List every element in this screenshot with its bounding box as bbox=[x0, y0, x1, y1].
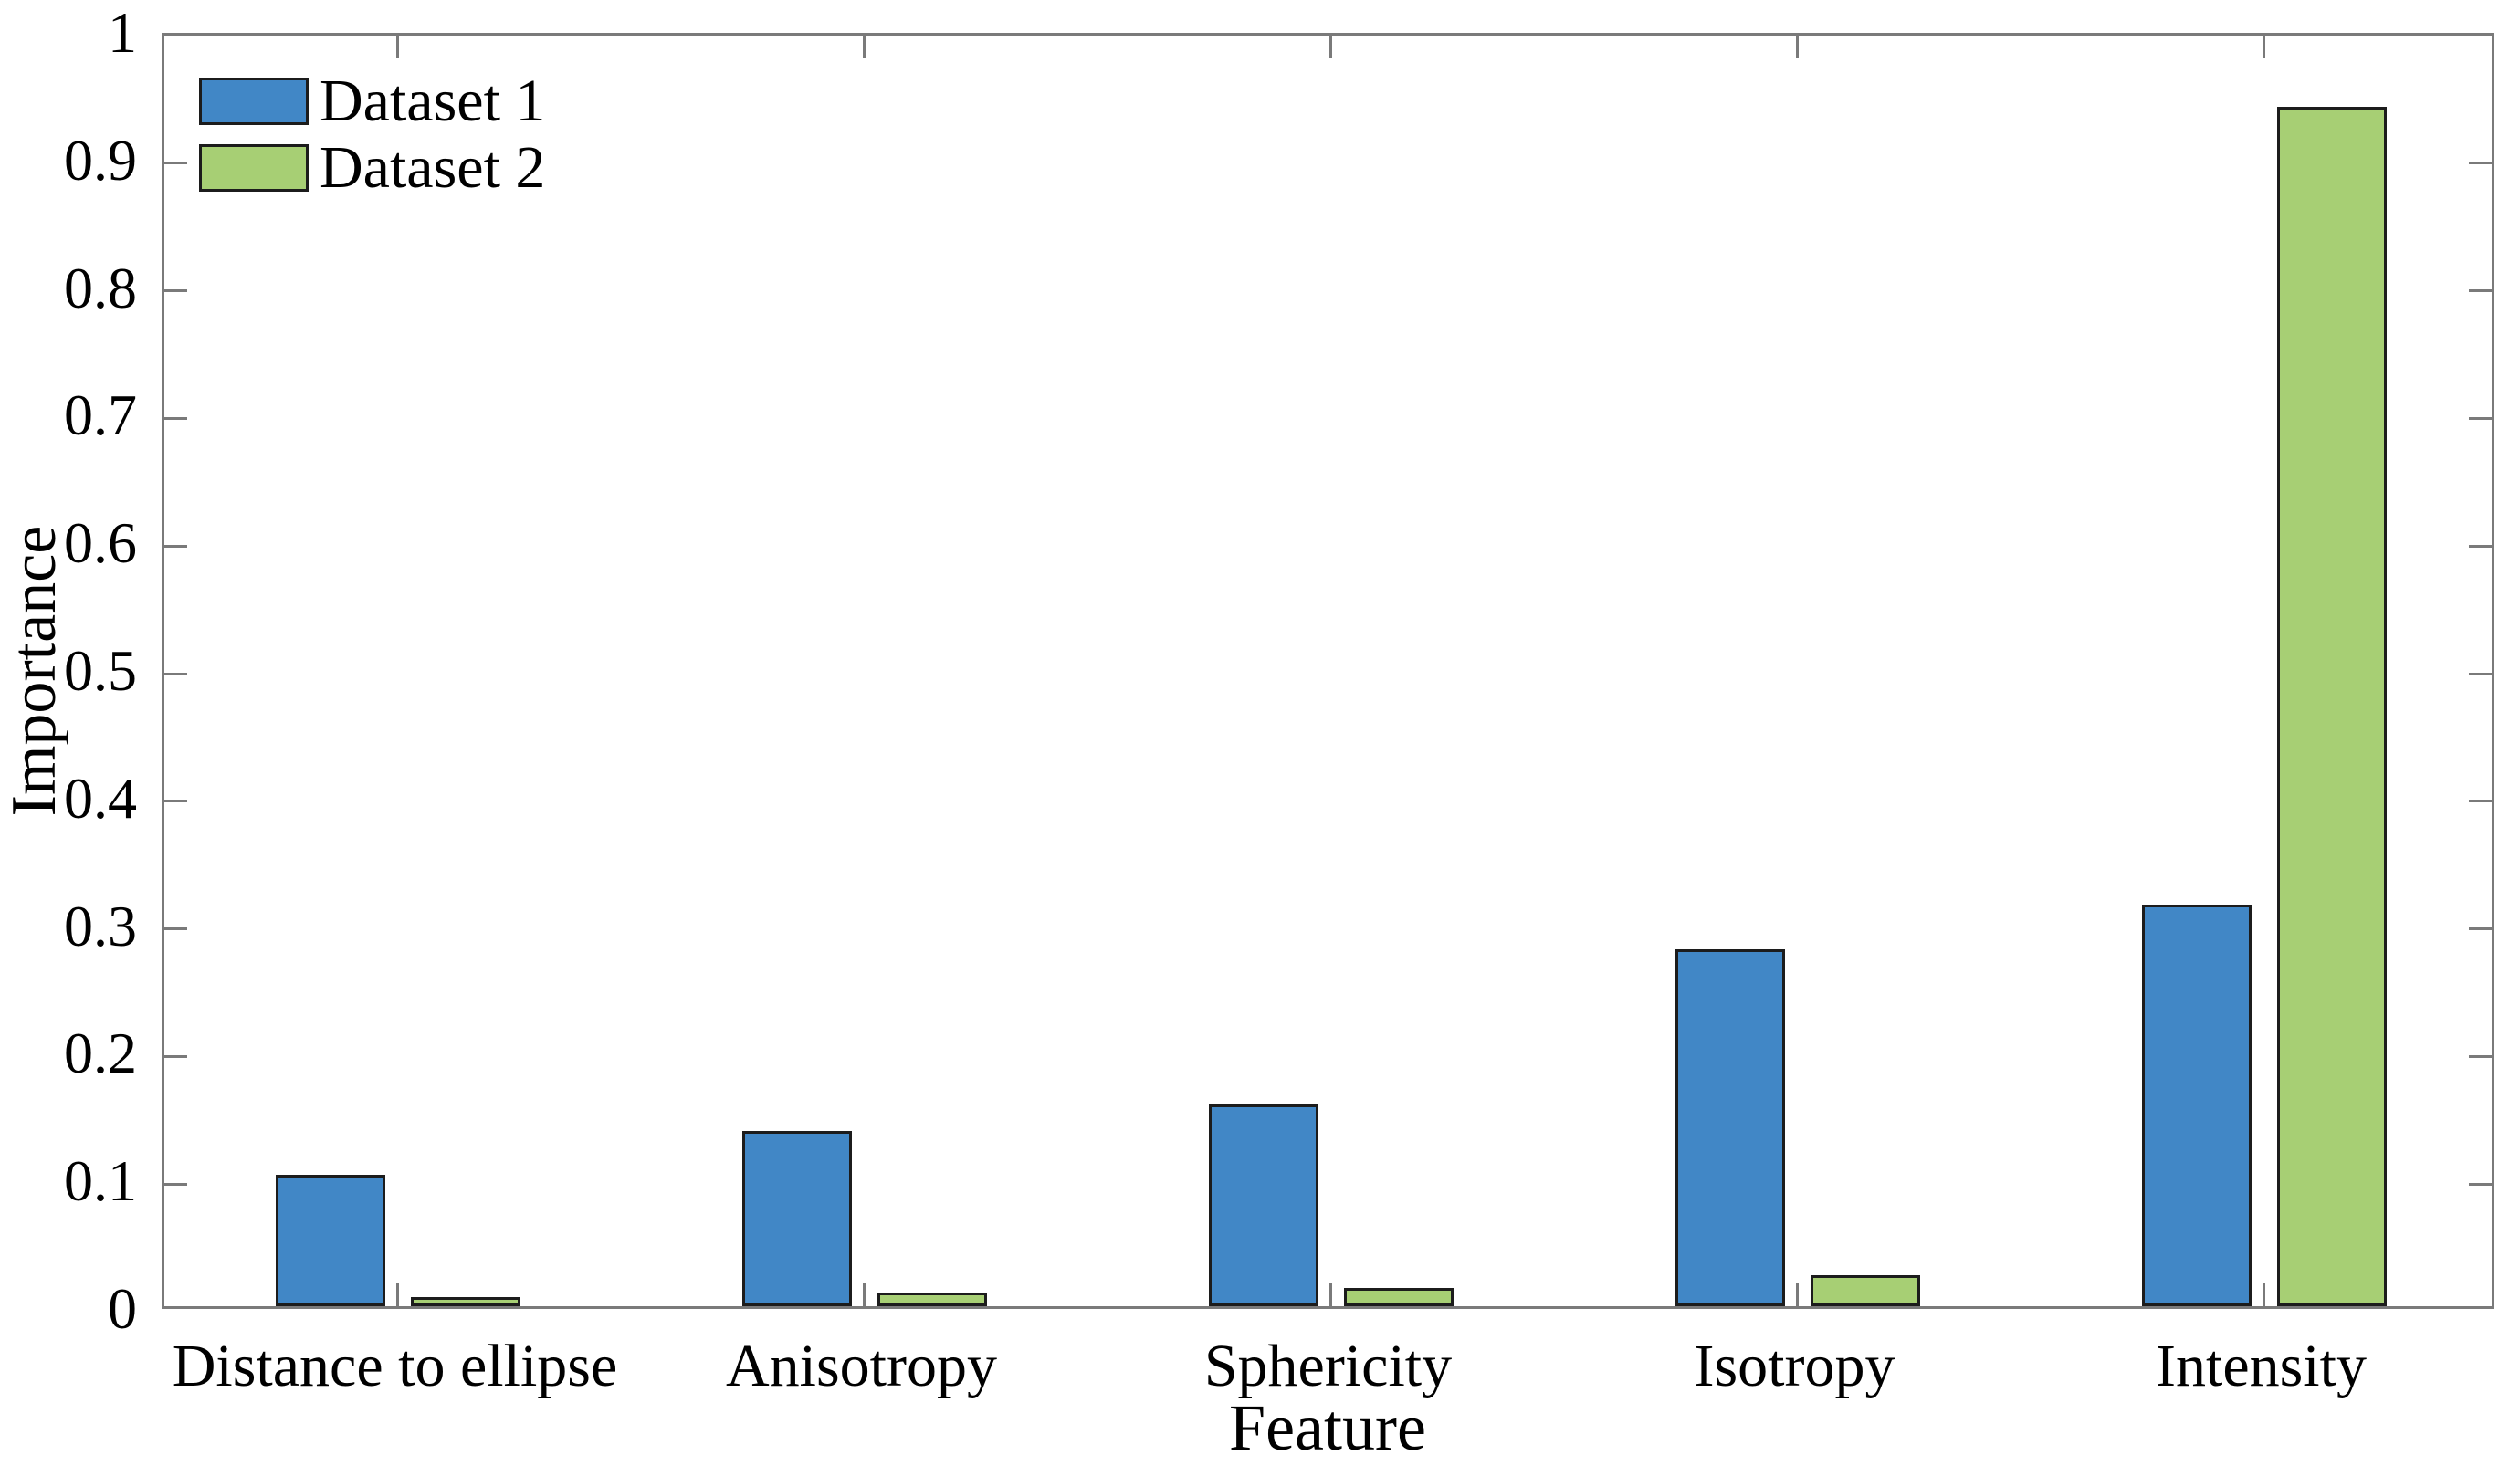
bar-dataset-1-anisotropy bbox=[741, 1131, 852, 1306]
x-axis-title: Feature bbox=[1229, 1391, 1426, 1464]
right-y-tick-0.9 bbox=[2469, 162, 2492, 165]
y-tick-label-1: 1 bbox=[108, 0, 137, 65]
bar-dataset-1-sphericity bbox=[1208, 1104, 1318, 1306]
category-label-distance-to-ellipse: Distance to ellipse bbox=[172, 1333, 618, 1399]
top-x-tick-isotropy bbox=[1796, 36, 1799, 58]
top-x-tick-anisotropy bbox=[863, 36, 866, 58]
legend-label-dataset-1: Dataset 1 bbox=[320, 68, 546, 134]
category-label-isotropy: Isotropy bbox=[1694, 1333, 1895, 1399]
legend-swatch-dataset-1 bbox=[199, 78, 309, 125]
left-y-tick-0.9 bbox=[164, 162, 187, 165]
bottom-x-tick-sphericity bbox=[1329, 1283, 1332, 1306]
right-y-tick-0.5 bbox=[2469, 672, 2492, 675]
right-y-tick-0.4 bbox=[2469, 800, 2492, 803]
left-y-tick-0.2 bbox=[164, 1054, 187, 1058]
bar-dataset-1-intensity bbox=[2141, 904, 2252, 1306]
bar-dataset-2-distance-to-ellipse bbox=[410, 1297, 520, 1306]
bottom-x-tick-anisotropy bbox=[863, 1283, 866, 1306]
legend-swatch-dataset-2 bbox=[199, 144, 309, 192]
y-tick-label-0.4: 0.4 bbox=[64, 765, 137, 831]
bottom-x-tick-intensity bbox=[2263, 1283, 2265, 1306]
right-y-tick-0.7 bbox=[2469, 416, 2492, 420]
right-y-tick-0.2 bbox=[2469, 1054, 2492, 1058]
y-tick-label-0.1: 0.1 bbox=[64, 1148, 137, 1214]
legend: Dataset 1 Dataset 2 bbox=[199, 71, 545, 211]
top-x-tick-intensity bbox=[2263, 36, 2265, 58]
y-tick-label-0.9: 0.9 bbox=[64, 127, 137, 193]
left-y-tick-0.4 bbox=[164, 800, 187, 803]
left-y-tick-0.8 bbox=[164, 289, 187, 293]
y-tick-label-0.8: 0.8 bbox=[64, 255, 137, 320]
category-label-intensity: Intensity bbox=[2156, 1333, 2367, 1399]
right-y-tick-0.6 bbox=[2469, 544, 2492, 548]
left-y-tick-0.7 bbox=[164, 416, 187, 420]
top-x-tick-sphericity bbox=[1329, 36, 1332, 58]
right-y-tick-0.8 bbox=[2469, 289, 2492, 293]
y-tick-label-0.5: 0.5 bbox=[64, 638, 137, 703]
y-tick-label-0: 0 bbox=[108, 1276, 137, 1341]
right-y-tick-0.1 bbox=[2469, 1182, 2492, 1186]
right-y-tick-0.3 bbox=[2469, 927, 2492, 931]
bar-dataset-2-isotropy bbox=[1810, 1275, 1920, 1306]
legend-item-dataset-1: Dataset 1 bbox=[199, 71, 545, 131]
category-label-anisotropy: Anisotropy bbox=[726, 1333, 997, 1399]
left-y-tick-0.6 bbox=[164, 544, 187, 548]
plot-area bbox=[162, 33, 2494, 1309]
bar-dataset-2-intensity bbox=[2276, 106, 2387, 1306]
y-tick-label-0.2: 0.2 bbox=[64, 1021, 137, 1086]
y-tick-label-0.7: 0.7 bbox=[64, 382, 137, 448]
left-y-tick-0.5 bbox=[164, 672, 187, 675]
legend-item-dataset-2: Dataset 2 bbox=[199, 138, 545, 198]
bar-dataset-1-distance-to-ellipse bbox=[275, 1175, 385, 1306]
left-y-tick-0.1 bbox=[164, 1182, 187, 1186]
left-y-tick-0.3 bbox=[164, 927, 187, 931]
bar-dataset-2-sphericity bbox=[1343, 1288, 1454, 1306]
bottom-x-tick-isotropy bbox=[1796, 1283, 1799, 1306]
top-x-tick-distance-to-ellipse bbox=[396, 36, 399, 58]
bar-dataset-2-anisotropy bbox=[877, 1292, 987, 1306]
bottom-x-tick-distance-to-ellipse bbox=[396, 1283, 399, 1306]
y-tick-label-0.6: 0.6 bbox=[64, 510, 137, 576]
bar-dataset-1-isotropy bbox=[1675, 948, 1785, 1306]
y-tick-label-0.3: 0.3 bbox=[64, 893, 137, 958]
y-axis-title: Importance bbox=[0, 525, 69, 817]
legend-label-dataset-2: Dataset 2 bbox=[320, 134, 546, 201]
category-label-sphericity: Sphericity bbox=[1203, 1333, 1453, 1399]
